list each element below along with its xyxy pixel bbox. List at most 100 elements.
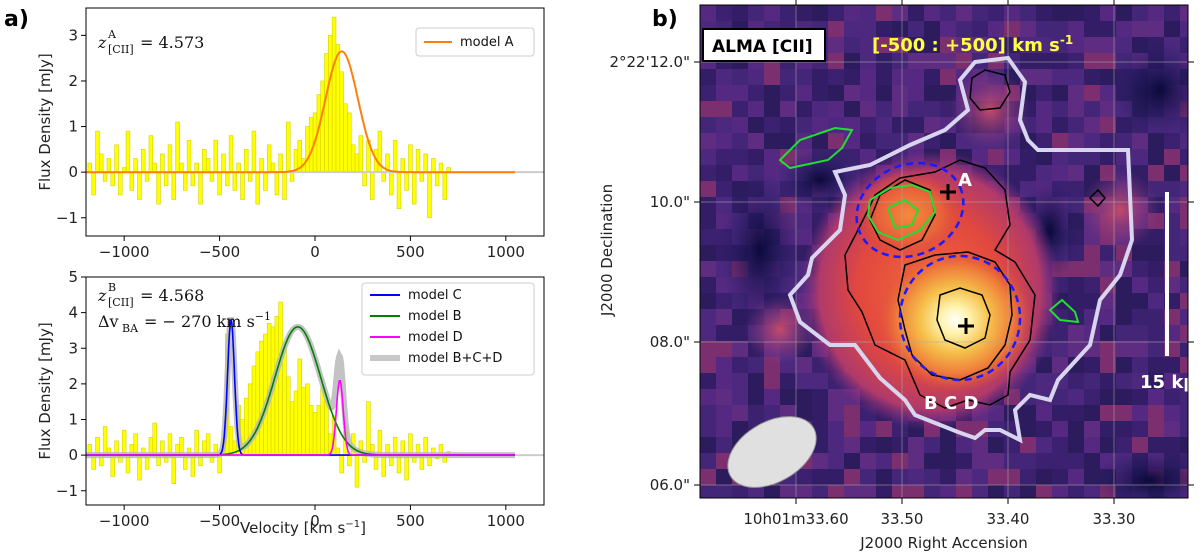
map-pixel — [1148, 245, 1164, 261]
map-pixel — [956, 453, 972, 469]
map-pixel — [1116, 437, 1132, 453]
flux-bar — [308, 117, 314, 173]
map-pixel — [844, 421, 860, 437]
flux-bar — [110, 454, 115, 477]
flux-bar — [381, 454, 386, 477]
flux-bar — [160, 153, 165, 173]
top-legend-label-model-a: model A — [460, 35, 514, 50]
map-pixel — [1084, 5, 1100, 21]
flux-bar — [358, 135, 364, 173]
map-pixel — [1180, 165, 1188, 181]
map-contours — [727, 55, 1135, 488]
map-pixel — [924, 37, 940, 53]
map-pixel — [700, 133, 716, 149]
map-pixel — [1100, 405, 1116, 421]
map-pixel — [732, 5, 748, 21]
map-pixel — [1084, 293, 1100, 309]
map-pixel — [764, 5, 780, 21]
map-pixel — [892, 21, 908, 37]
flux-bar — [99, 153, 104, 173]
map-pixel — [844, 21, 860, 37]
map-pixel — [860, 21, 876, 37]
map-pixel — [700, 181, 716, 197]
map-pixel — [1148, 405, 1164, 421]
flux-bar — [190, 171, 196, 187]
map-pixel — [828, 101, 844, 117]
map-pixel — [796, 485, 812, 498]
flux-bar — [324, 53, 329, 173]
map-pixel — [1100, 53, 1116, 69]
map-pixel — [1004, 5, 1020, 21]
map-pixel — [700, 69, 716, 85]
map-pixel — [1132, 341, 1148, 357]
map-pixel — [796, 85, 812, 101]
flux-bar — [408, 433, 413, 456]
flux-bar — [270, 162, 276, 173]
map-pixel — [1148, 21, 1164, 37]
cross-marker-a — [940, 184, 956, 200]
map-pixel — [1052, 325, 1068, 341]
flux-bar — [190, 454, 196, 477]
map-pixel — [956, 37, 972, 53]
top-axis-ticks: −1000 −500 0 500 1000 −1 0 1 2 3 — [56, 26, 525, 261]
flux-bar — [289, 171, 295, 182]
bottom-z-sub: [CII] — [108, 296, 134, 309]
map-pixel — [1036, 37, 1052, 53]
map-pixel — [812, 5, 828, 21]
map-pixel — [828, 133, 844, 149]
map-pixel — [1116, 309, 1132, 325]
map-pixel — [700, 453, 716, 469]
map-pixel — [1116, 421, 1132, 437]
flux-bar — [202, 149, 207, 173]
map-pixel — [956, 5, 972, 21]
map-pixel — [988, 21, 1004, 37]
map-pixel — [780, 373, 796, 389]
map-pixel — [1084, 277, 1100, 293]
bottom-dv-exp: −1 — [255, 310, 271, 323]
map-pixel — [1132, 389, 1148, 405]
y-tick-label: 2 — [68, 72, 78, 90]
map-pixel — [1068, 293, 1084, 309]
source-label-bcd: B C D — [924, 393, 978, 414]
map-pixel — [1036, 469, 1052, 485]
map-pixel — [828, 21, 844, 37]
flux-bar — [286, 121, 291, 173]
map-pixel — [892, 437, 908, 453]
bottom-redshift-annotation: z B [CII] = 4.568 Δv BA = − 270 km s−1 — [97, 281, 271, 335]
map-pixel — [1084, 117, 1100, 133]
legend-label-model-sum: model B+C+D — [408, 351, 502, 366]
x-tick-label: −500 — [199, 512, 240, 530]
map-y-tick-label: 06.0" — [650, 476, 690, 494]
map-pixel — [828, 85, 844, 101]
map-pixel — [988, 5, 1004, 21]
map-pixel — [1116, 389, 1132, 405]
flux-bar — [225, 171, 230, 187]
bottom-legend-box — [361, 282, 535, 376]
map-pixel — [700, 405, 716, 421]
flux-bar — [179, 162, 184, 173]
flux-bar — [209, 171, 215, 182]
map-pixel — [1132, 21, 1148, 37]
map-pixel — [1052, 341, 1068, 357]
flux-bar — [91, 171, 96, 196]
flux-bar — [297, 358, 302, 456]
x-tick-label: −1000 — [99, 512, 150, 530]
map-pixel — [764, 405, 780, 421]
map-pixel — [1180, 21, 1188, 37]
map-pixel — [1164, 165, 1180, 181]
map-pixel — [1180, 213, 1188, 229]
map-pixel — [1148, 421, 1164, 437]
map-pixel — [828, 37, 844, 53]
map-pixel — [892, 117, 908, 133]
map-pixel — [828, 437, 844, 453]
map-pixel — [764, 85, 780, 101]
white-contour-outer — [787, 55, 1135, 444]
flux-bar — [137, 171, 142, 200]
bottom-ylabel: Flux Density [mJy] — [36, 322, 54, 459]
map-pixel — [1132, 277, 1148, 293]
flux-bar — [259, 340, 264, 456]
map-pixel — [1036, 453, 1052, 469]
map-pixel — [1068, 485, 1084, 498]
map-pixel — [828, 5, 844, 21]
